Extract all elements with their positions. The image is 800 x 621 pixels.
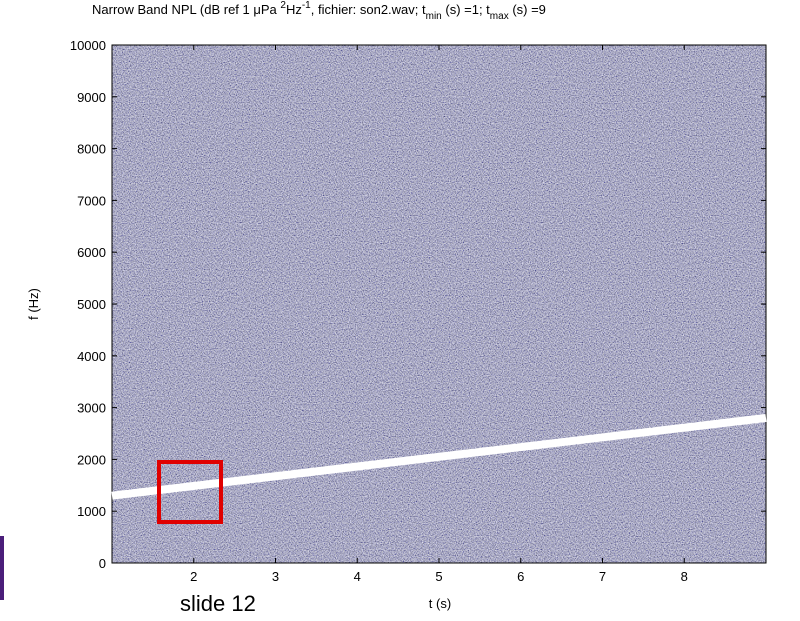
title-part: (s) =9: [509, 2, 546, 17]
title-part: max: [490, 11, 509, 22]
title-part: Hz: [286, 2, 302, 17]
y-tick-label: 4000: [77, 349, 106, 364]
y-tick-label: 5000: [77, 297, 106, 312]
highlight-box: [157, 460, 223, 524]
y-tick-label: 8000: [77, 142, 106, 157]
y-tick-label: 1000: [77, 504, 106, 519]
y-tick-label: 9000: [77, 90, 106, 105]
y-tick-label: 2000: [77, 452, 106, 467]
y-tick-label: 7000: [77, 193, 106, 208]
y-tick-label: 3000: [77, 401, 106, 416]
slide-number: slide 12: [180, 591, 256, 616]
title-part: -1: [302, 0, 311, 11]
chart-title: Narrow Band NPL (dB ref 1 μPa 2Hz-1, fic…: [92, 0, 546, 22]
y-tick-label: 0: [99, 556, 106, 571]
title-part: , fichier: son2.wav; t: [311, 2, 426, 17]
x-tick-label: 5: [435, 569, 442, 584]
title-part: min: [426, 11, 442, 22]
side-bar: [0, 536, 4, 600]
x-tick-label: 2: [190, 569, 197, 584]
x-tick-label: 4: [354, 569, 361, 584]
title-part: (s) =1; t: [442, 2, 490, 17]
y-tick-label: 10000: [70, 38, 106, 53]
title-part: Narrow Band NPL (dB ref 1 μPa: [92, 2, 280, 17]
y-tick-label: 6000: [77, 245, 106, 260]
y-axis-label: f (Hz): [26, 288, 41, 320]
x-tick-label: 6: [517, 569, 524, 584]
x-tick-label: 8: [681, 569, 688, 584]
x-axis-label: t (s): [429, 596, 451, 611]
title-part: 2: [280, 0, 286, 11]
x-tick-label: 7: [599, 569, 606, 584]
x-tick-label: 3: [272, 569, 279, 584]
